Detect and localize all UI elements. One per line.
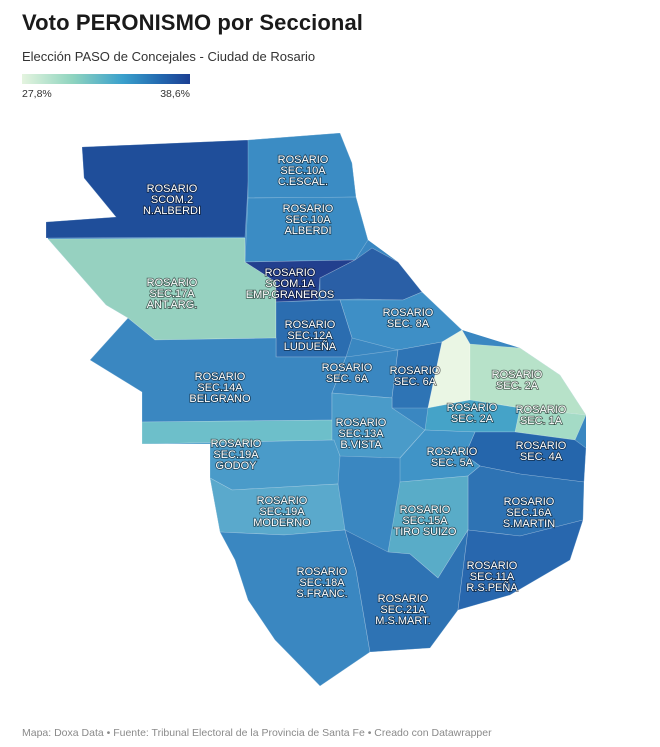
zone-label-line: SEC.11A [470, 571, 515, 583]
zone-sec18a[interactable] [219, 529, 371, 687]
zone-label-sec11a: ROSARIO SEC.11A R.S.PEÑA [466, 560, 518, 594]
zone-label-line: ROSARIO [390, 365, 441, 377]
zone-label-line: ROSARIO [285, 319, 336, 331]
zone-label-line: N.ALBERDI [143, 205, 201, 217]
legend-max-label: 38,6% [160, 88, 190, 100]
zone-label-line: S.FRANC. [296, 588, 347, 600]
zone-label-line: ROSARIO [211, 438, 262, 450]
zone-label-line: ROSARIO [516, 404, 567, 416]
color-legend: 27,8% 38,6% [22, 74, 190, 104]
zone-label-line: MODERNO [253, 517, 311, 529]
zone-label-sec13a: ROSARIO SEC.13A B.VISTA [336, 417, 387, 451]
zone-label-line: ANT.ARG. [147, 299, 198, 311]
zone-label-line: ROSARIO [257, 495, 308, 507]
zone-label-line: SEC. 5A [431, 457, 474, 469]
zone-label-sec8a: ROSARIO SEC. 8A [383, 307, 434, 330]
zone-label-line: SEC. 6A [326, 373, 369, 385]
legend-gradient-bar [22, 74, 190, 84]
zone-label-line: SEC.12A [287, 330, 333, 342]
zone-label-line: SEC. 2A [451, 413, 494, 425]
zone-label-sec12a: ROSARIO SEC.12A LUDUEÑA [284, 319, 337, 353]
zone-label-line: SEC.19A [259, 506, 305, 518]
zone-label-line: ROSARIO [378, 593, 429, 605]
zone-label-line: C.ESCAL. [278, 176, 328, 188]
zone-label-line: ROSARIO [147, 183, 198, 195]
zone-label-line: M.S.MART. [375, 615, 430, 627]
zone-label-line: SEC. 4A [520, 451, 563, 463]
zone-sec10a-alberdi[interactable] [244, 196, 369, 263]
zone-label-line: SEC.16A [506, 507, 552, 519]
zone-label-sec10a-cescal: ROSARIO SEC.10A C.ESCAL. [278, 154, 329, 188]
zone-label-line: SCOM.2 [151, 194, 193, 206]
zone-label-line: SEC.17A [149, 288, 195, 300]
zone-label-sec2a-n: ROSARIO SEC. 2A [492, 369, 543, 392]
zone-label-line: GODOY [216, 460, 258, 472]
zone-label-sec21a: ROSARIO SEC.21A M.S.MART. [375, 593, 430, 627]
zone-label-sec17a: ROSARIO SEC.17A ANT.ARG. [147, 277, 198, 311]
zone-label-line: SEC.18A [299, 577, 345, 589]
zone-label-line: ROSARIO [322, 362, 373, 374]
zone-label-scom1a: ROSARIO SCOM.1A EMP.GRANEROS [246, 267, 334, 301]
zone-sec6a-e[interactable] [391, 341, 443, 409]
zone-label-line: ROSARIO [504, 496, 555, 508]
zone-label-line: LUDUEÑA [284, 340, 337, 353]
zone-label-scom2: ROSARIO SCOM.2 N.ALBERDI [143, 183, 201, 217]
zone-label-sec1a: ROSARIO SEC. 1A [516, 404, 567, 427]
zone-label-line: ALBERDI [284, 225, 331, 237]
zone-label-line: ROSARIO [467, 560, 518, 572]
zone-label-sec4a: ROSARIO SEC. 4A [516, 440, 567, 463]
zone-label-sec19a-moderno: ROSARIO SEC.19A MODERNO [253, 495, 311, 529]
zone-label-line: ROSARIO [447, 402, 498, 414]
map-subtitle: Elección PASO de Concejales - Ciudad de … [22, 49, 316, 64]
zone-label-line: ROSARIO [400, 504, 451, 516]
zone-label-line: SEC. 8A [387, 318, 430, 330]
zone-label-line: ROSARIO [283, 203, 334, 215]
zone-label-sec10a-alberdi: ROSARIO SEC.10A ALBERDI [283, 203, 334, 237]
zone-label-line: R.S.PEÑA [466, 581, 518, 594]
zone-label-line: SCOM.1A [265, 278, 315, 290]
zone-label-line: ROSARIO [427, 446, 478, 458]
zone-label-line: SEC.10A [285, 214, 331, 226]
zone-label-sec16a: ROSARIO SEC.16A S.MARTIN [503, 496, 555, 530]
zone-label-sec2a-s: ROSARIO SEC. 2A [447, 402, 498, 425]
zone-label-line: ROSARIO [383, 307, 434, 319]
zone-label-line: EMP.GRANEROS [246, 289, 334, 301]
zone-label-line: SEC.14A [197, 382, 243, 394]
zone-label-line: S.MARTIN [503, 518, 555, 530]
zone-label-sec5a: ROSARIO SEC. 5A [427, 446, 478, 469]
zone-label-line: TIRO SUIZO [394, 526, 457, 538]
zone-label-sec19a-godoy: ROSARIO SEC.19A GODOY [211, 438, 262, 472]
zone-label-line: ROSARIO [265, 267, 316, 279]
map-footer-credits: Mapa: Doxa Data • Fuente: Tribunal Elect… [22, 727, 492, 739]
zone-label-line: ROSARIO [516, 440, 567, 452]
zone-label-line: ROSARIO [297, 566, 348, 578]
zone-label-line: ROSARIO [195, 371, 246, 383]
zone-label-line: ROSARIO [278, 154, 329, 166]
legend-min-label: 27,8% [22, 88, 52, 100]
zone-label-line: SEC.19A [213, 449, 259, 461]
map-title: Voto PERONISMO por Seccional [22, 10, 363, 35]
zone-label-line: SEC.15A [402, 515, 448, 527]
zone-label-sec6a-e: ROSARIO SEC. 6A [390, 365, 441, 388]
zone-label-sec14a: ROSARIO SEC.14A BELGRANO [189, 371, 251, 405]
zone-label-sec6a-w: ROSARIO SEC. 6A [322, 362, 373, 385]
zone-label-line: SEC.10A [280, 165, 326, 177]
zone-label-line: ROSARIO [492, 369, 543, 381]
zone-label-line: SEC.13A [338, 428, 384, 440]
zone-label-line: B.VISTA [340, 439, 382, 451]
zone-label-line: BELGRANO [189, 393, 251, 405]
zone-label-line: SEC. 1A [520, 415, 563, 427]
legend-labels: 27,8% 38,6% [22, 88, 190, 104]
zone-label-line: ROSARIO [336, 417, 387, 429]
zone-label-line: ROSARIO [147, 277, 198, 289]
zone-label-line: SEC. 2A [496, 380, 539, 392]
zone-label-sec18a: ROSARIO SEC.18A S.FRANC. [296, 566, 347, 600]
zones-layer [45, 132, 587, 687]
zone-label-sec15a: ROSARIO SEC.15A TIRO SUIZO [394, 504, 457, 538]
zone-label-line: SEC.21A [380, 604, 426, 616]
zone-sec11a[interactable] [457, 519, 584, 611]
zone-label-line: SEC. 6A [394, 376, 437, 388]
